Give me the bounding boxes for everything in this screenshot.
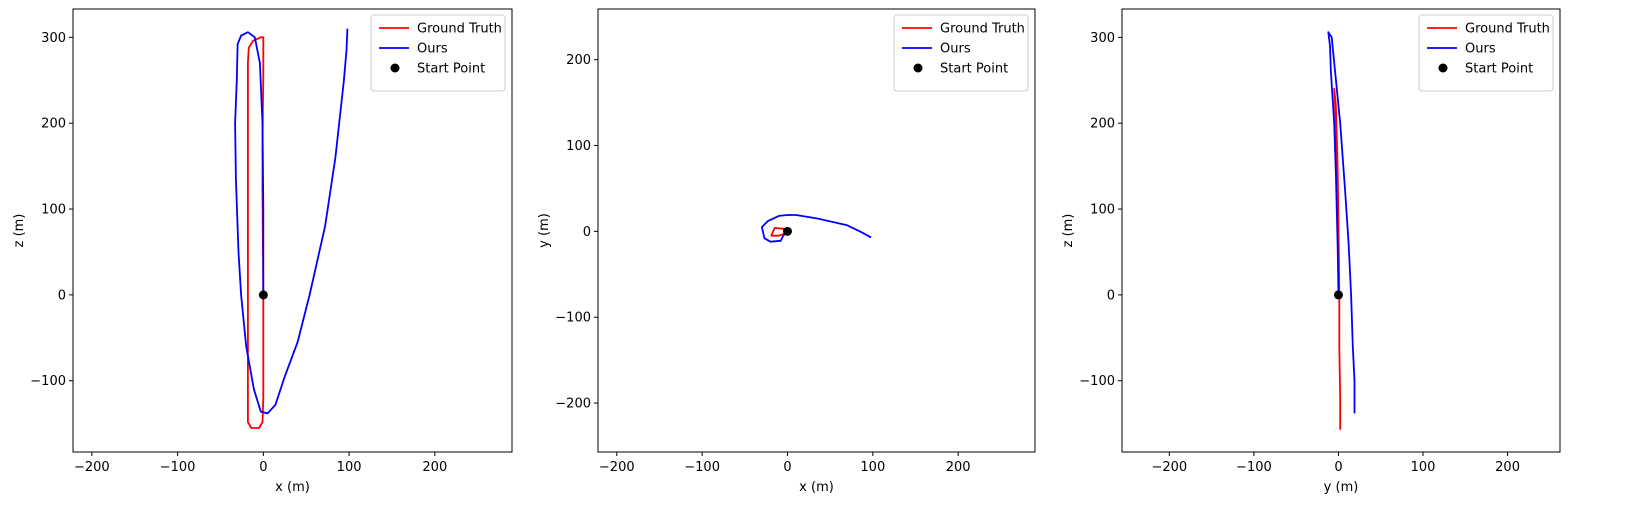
legend-box	[370, 14, 506, 92]
y-tick-label: 100	[566, 139, 591, 154]
y-axis-label: y (m)	[537, 213, 552, 248]
y-tick-label: 0	[1107, 288, 1115, 303]
y-tick-label: −200	[555, 397, 591, 412]
x-tick-label: −100	[160, 460, 196, 475]
x-tick-label: 100	[1411, 460, 1436, 475]
y-tick-label: 300	[41, 31, 66, 46]
axes-frame	[597, 8, 1036, 453]
series-line-ours	[761, 214, 872, 243]
subplot-1: −200 −100 0 100 200 −100 0 100 200 300 x (m) z (m) G…	[12, 8, 513, 495]
axes-frame	[72, 8, 513, 453]
series-line-ours	[1327, 31, 1356, 414]
x-tick-label: 0	[259, 460, 267, 475]
x-tick-label: −100	[1236, 460, 1272, 475]
y-tick-label: 0	[58, 288, 66, 303]
y-tick-label: 200	[1090, 117, 1115, 132]
legend-label: Ground Truth	[1465, 22, 1550, 37]
legend-label: Start Point	[940, 62, 1008, 77]
legend-label: Ground Truth	[417, 22, 502, 37]
plot-area	[1327, 31, 1356, 430]
legend-label: Ground Truth	[940, 22, 1025, 37]
x-tick-label: −200	[599, 460, 635, 475]
y-tick-label: 0	[583, 225, 591, 240]
x-tick-label: −100	[684, 460, 720, 475]
legend-label: Start Point	[1465, 62, 1533, 77]
y-tick-label: −100	[1079, 374, 1115, 389]
x-tick-label: 0	[1334, 460, 1342, 475]
subplot-3: −200 −100 0 100 200 −100 0 100 200 300 y (m) z (m) G…	[1061, 8, 1561, 495]
x-tick-label: 0	[783, 460, 791, 475]
legend-label: Ours	[417, 42, 448, 57]
y-tick-label: 100	[1090, 203, 1115, 218]
subplot-2: −200 −100 0 100 200 −200 −100 0 100 200 x (m) y (m)…	[537, 8, 1036, 495]
legend-box	[1418, 14, 1554, 92]
legend-label: Ours	[1465, 42, 1496, 57]
y-axis-label: z (m)	[1061, 214, 1076, 248]
start-point-marker	[782, 226, 792, 236]
x-tick-label: 100	[860, 460, 885, 475]
y-tick-label: 200	[41, 117, 66, 132]
x-axis-label: y (m)	[1324, 480, 1359, 495]
legend-label: Ours	[940, 42, 971, 57]
start-point-marker	[1333, 290, 1343, 300]
y-tick-label: 300	[1090, 31, 1115, 46]
y-tick-label: 100	[41, 203, 66, 218]
y-tick-label: −100	[30, 374, 66, 389]
legend: Ground Truth Ours Start Point	[1418, 14, 1554, 92]
legend-marker	[390, 63, 400, 73]
x-axis-label: x (m)	[275, 480, 310, 495]
start-point-marker	[258, 290, 268, 300]
plot-area	[234, 28, 349, 429]
legend-label: Start Point	[417, 62, 485, 77]
x-tick-label: 200	[422, 460, 447, 475]
axes-frame	[1121, 8, 1561, 453]
x-tick-label: 200	[1495, 460, 1520, 475]
x-tick-label: 100	[337, 460, 362, 475]
y-tick-label: −100	[555, 311, 591, 326]
series-line-ours	[234, 28, 349, 415]
y-axis-label: z (m)	[12, 214, 27, 248]
legend: Ground Truth Ours Start Point	[370, 14, 506, 92]
y-tick-label: 200	[566, 53, 591, 68]
legend-marker	[1438, 63, 1448, 73]
x-tick-label: −200	[74, 460, 110, 475]
x-tick-label: −200	[1151, 460, 1187, 475]
legend: Ground Truth Ours Start Point	[893, 14, 1029, 92]
x-tick-label: 200	[946, 460, 971, 475]
legend-box	[893, 14, 1029, 92]
legend-marker	[913, 63, 923, 73]
x-axis-label: x (m)	[799, 480, 834, 495]
plot-area	[761, 214, 872, 243]
